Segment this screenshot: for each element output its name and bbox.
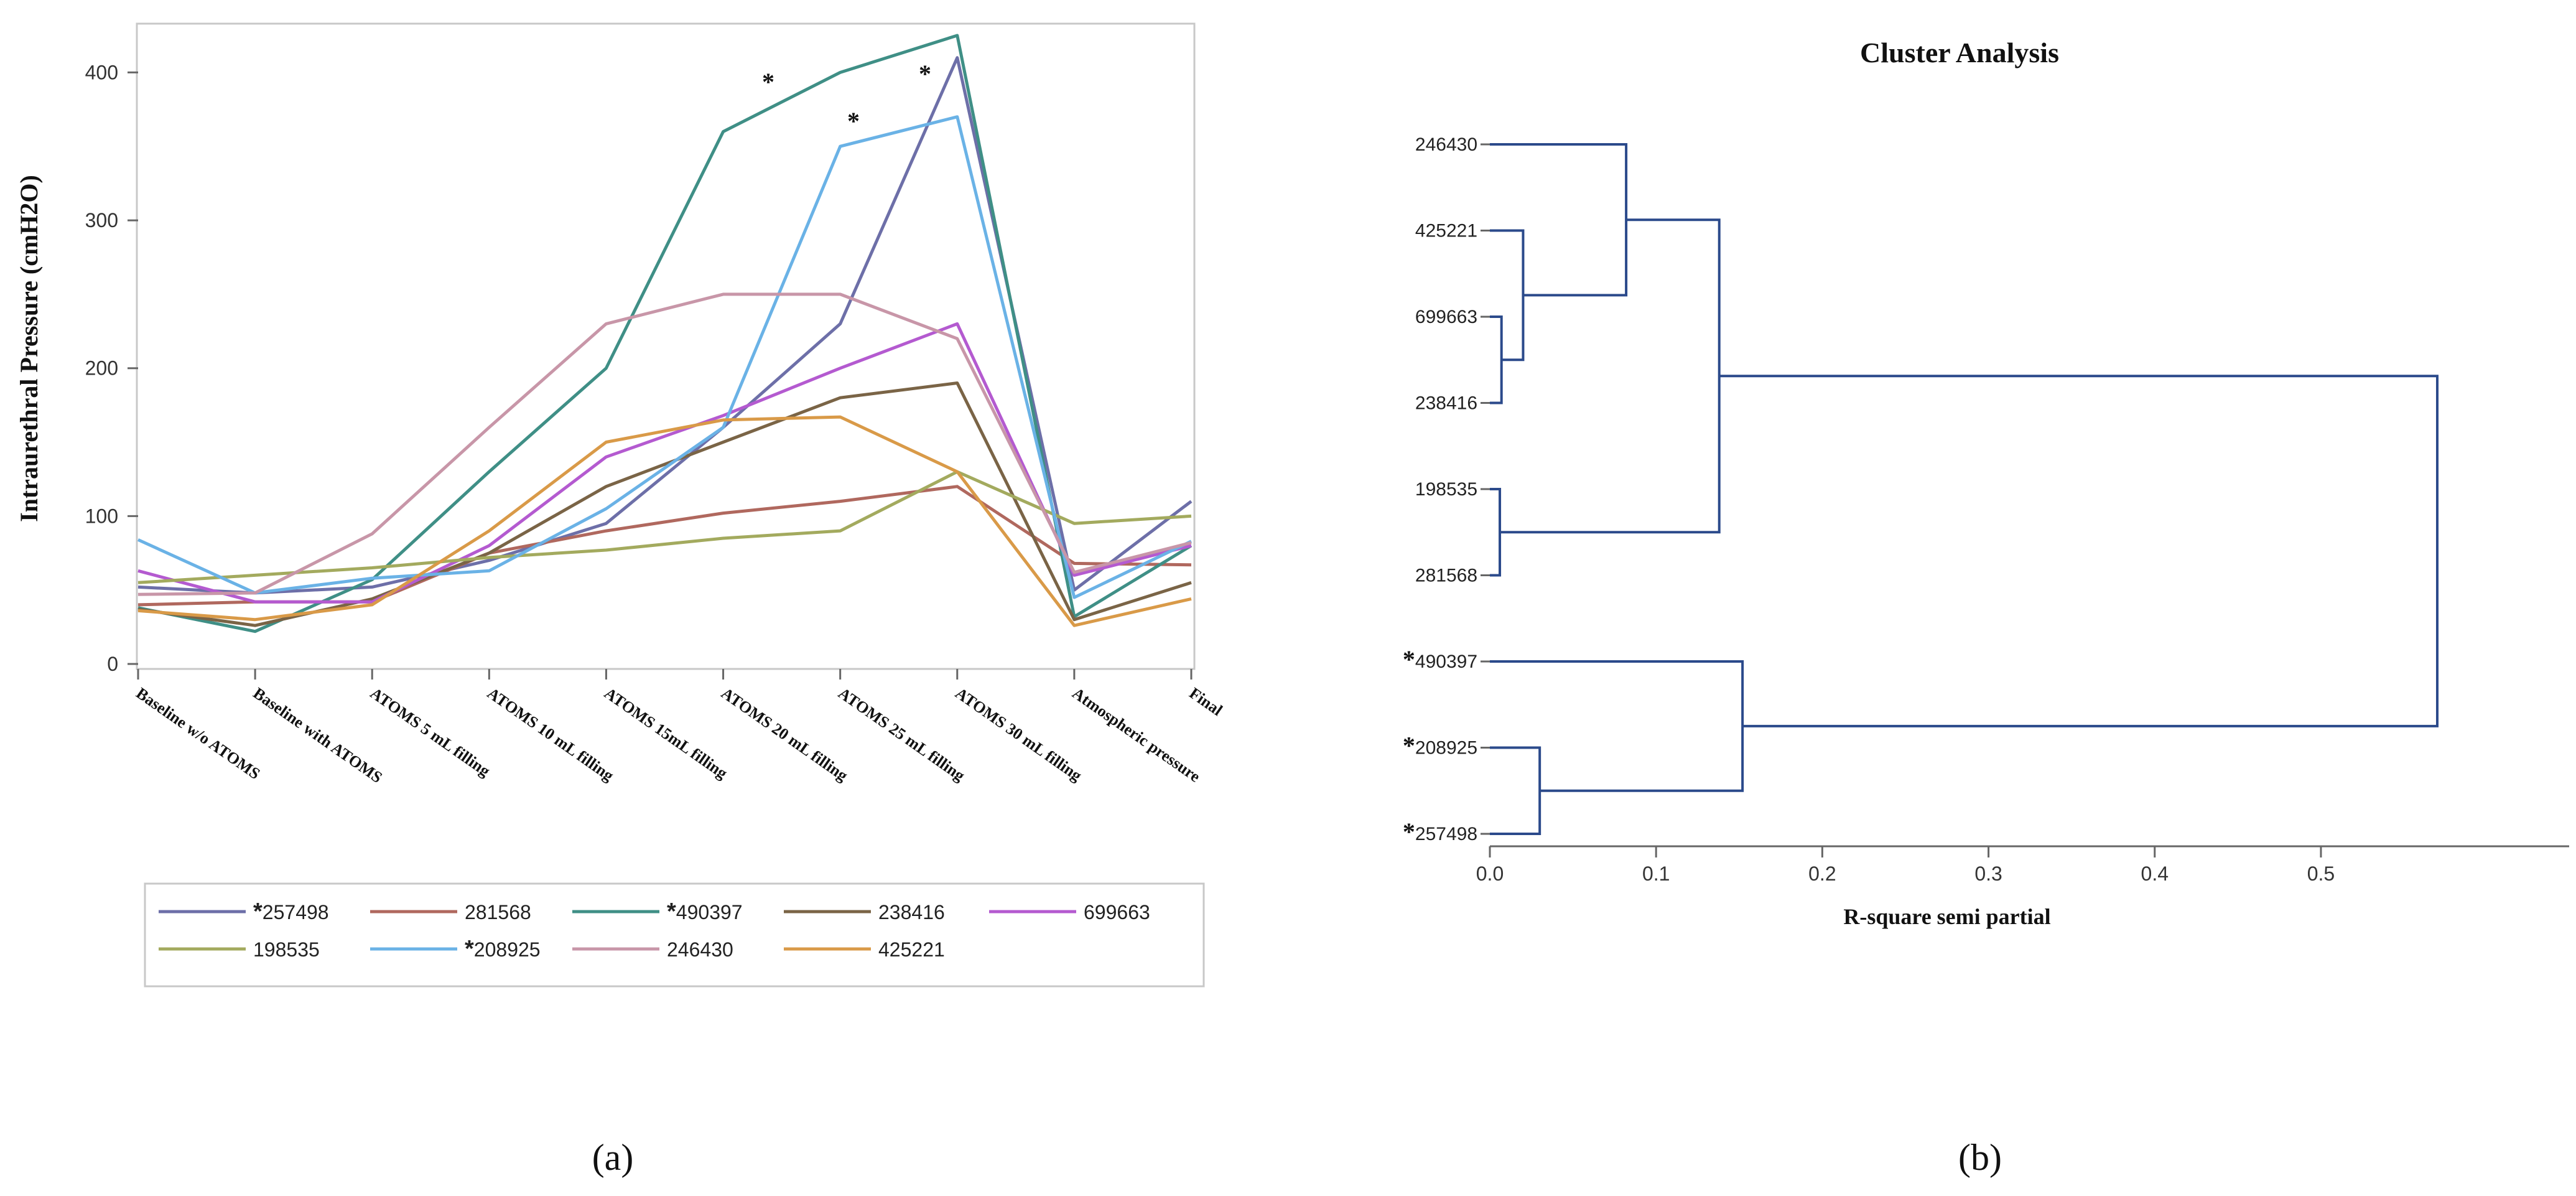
dendrogram-link: [1500, 218, 1721, 534]
leaf-name: 257498: [1415, 824, 1477, 844]
x-ticks-b: 0.0 0.1 0.2 0.3 0.4 0.5: [1476, 846, 2335, 885]
x-category-label-a: Baseline w/o ATOMS: [133, 684, 264, 783]
legend-label-425221: 425221: [878, 938, 945, 961]
legend-name: 281568: [465, 901, 531, 923]
leaf-label-198535: 198535: [1415, 479, 1477, 500]
panel-a-line-chart: Intraurethral Pressure (cmH2O) 0 100 200 30…: [15, 22, 1226, 1178]
legend-name: 490397: [676, 901, 743, 923]
legend-label-238416: 238416: [878, 901, 945, 923]
annotation-star-2: *: [847, 107, 860, 135]
legend-name: 238416: [878, 901, 945, 923]
leaf-star: *: [1403, 645, 1415, 673]
y-tick-label-a: 0: [107, 653, 118, 675]
y-tick-label-a: 400: [85, 61, 118, 83]
x-tick-label-b: 0.1: [1642, 862, 1670, 885]
x-category-label-a: Final: [1186, 684, 1226, 719]
leaf-name: 425221: [1415, 221, 1477, 241]
leaf-name: 699663: [1415, 307, 1477, 327]
dendrogram-link: [1719, 375, 2439, 727]
legend-label-490397: *490397: [667, 899, 743, 925]
leaf-label-257498: *257498: [1403, 818, 1477, 846]
legend-name: 257498: [263, 901, 329, 923]
legend-star: *: [253, 899, 263, 925]
legend-label-281568: 281568: [465, 901, 531, 923]
annotation-star-3: *: [919, 60, 931, 88]
leaf-name: 490397: [1415, 652, 1477, 672]
legend-label-208925: *208925: [465, 936, 541, 962]
legend-label-198535: 198535: [253, 938, 320, 961]
legend-name: 425221: [878, 938, 945, 961]
series-lines-a: [137, 34, 1193, 633]
legend-name: 246430: [667, 938, 733, 961]
y-tick-label-a: 200: [85, 357, 118, 380]
leaf-label-208925: *208925: [1403, 732, 1477, 760]
x-category-label-a: Baseline with ATOMS: [250, 684, 386, 787]
leaf-star: *: [1403, 818, 1415, 846]
x-tick-label-b: 0.3: [1974, 862, 2002, 885]
leaf-name: 246430: [1415, 134, 1477, 155]
legend-label-257498: *257498: [253, 899, 329, 925]
series-line-246430: [137, 292, 1192, 596]
x-category-label-a: Atmospheric pressure: [1069, 684, 1203, 786]
x-category-label-a: ATOMS 30 mL filling: [952, 684, 1085, 785]
annotation-star-1: *: [762, 68, 774, 96]
annotations-a: * * *: [762, 60, 931, 135]
dendrogram-leaf-labels: 246430425221699663238416198535281568*490…: [1403, 134, 1490, 846]
leaf-label-425221: 425221: [1415, 221, 1477, 241]
y-ticks-a: 0 100 200 300 400: [85, 61, 138, 675]
series-line-198535: [137, 470, 1192, 584]
x-category-label-a: ATOMS 25 mL filling: [835, 684, 968, 785]
x-tick-label-b: 0.2: [1808, 862, 1836, 885]
x-tick-label-b: 0.5: [2307, 862, 2335, 885]
panel-label-b: (b): [1958, 1137, 2002, 1178]
plot-frame-a: [136, 22, 1196, 670]
x-category-label-a: ATOMS 15mL filling: [601, 684, 731, 782]
leaf-name: 238416: [1415, 393, 1477, 414]
y-tick-label-a: 100: [85, 505, 118, 527]
series-line-699663: [137, 322, 1192, 604]
leaf-label-281568: 281568: [1415, 566, 1477, 586]
dendrogram-link: [1490, 229, 1525, 362]
legend-frame: [144, 882, 1205, 988]
dendrogram-link: [1490, 660, 1744, 792]
series-line-208925: [137, 115, 1193, 599]
y-axis-label-a: Intraurethral Pressure (cmH2O): [15, 175, 43, 522]
dendrogram-link: [1490, 746, 1541, 835]
leaf-name: 198535: [1415, 479, 1477, 500]
x-category-label-a: ATOMS 20 mL filling: [718, 684, 851, 785]
x-category-label-a: ATOMS 10 mL filling: [484, 684, 617, 785]
leaf-label-238416: 238416: [1415, 393, 1477, 414]
chart-title-b: Cluster Analysis: [1860, 37, 2059, 68]
x-axis-label-b: R-square semi partial: [1843, 904, 2050, 929]
legend-name: 198535: [253, 938, 320, 961]
y-tick-label-a: 300: [85, 209, 118, 231]
legend-star: *: [667, 899, 676, 925]
panel-label-a: (a): [592, 1137, 634, 1178]
leaf-label-246430: 246430: [1415, 134, 1477, 155]
legend-star: *: [465, 936, 474, 962]
panel-b-dendrogram: Cluster Analysis 246430 425221 699663 23841…: [1403, 37, 2569, 1178]
x-category-label-a: ATOMS 5 mL filling: [367, 684, 493, 780]
x-tick-label-b: 0.0: [1476, 862, 1504, 885]
dendrogram-link: [1490, 315, 1503, 404]
dendrogram-links: [1490, 143, 2439, 835]
leaf-label-490397: *490397: [1403, 645, 1477, 673]
leaf-star: *: [1403, 732, 1415, 760]
legend-name: 208925: [474, 938, 541, 961]
x-tick-label-b: 0.4: [2141, 862, 2169, 885]
series-line-425221: [137, 415, 1192, 627]
legend-label-246430: 246430: [667, 938, 733, 961]
legend-name: 699663: [1084, 901, 1150, 923]
series-line-490397: [137, 34, 1193, 633]
leaf-name: 208925: [1415, 738, 1477, 759]
dendrogram-link: [1490, 143, 1628, 297]
leaf-label-699663: 699663: [1415, 307, 1477, 327]
dendrogram-link: [1490, 488, 1502, 577]
leaf-name: 281568: [1415, 566, 1477, 586]
legend-label-699663: 699663: [1084, 901, 1150, 923]
